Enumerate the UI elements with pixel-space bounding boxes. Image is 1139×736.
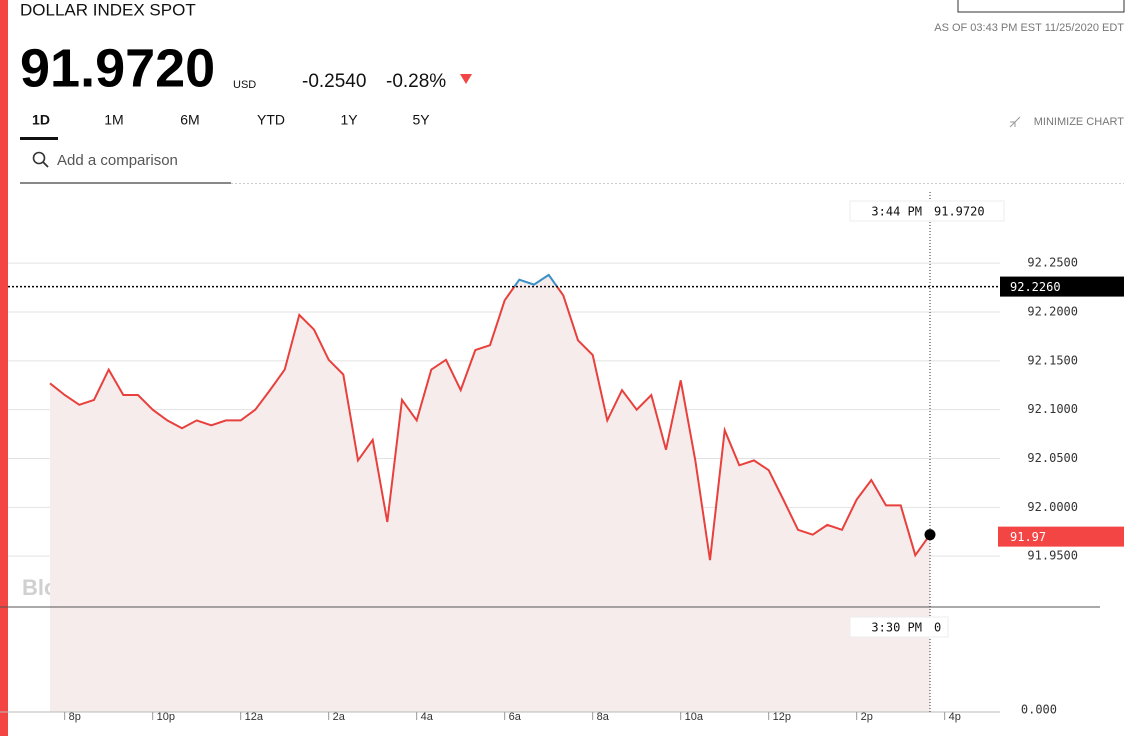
y-tick-label: 92.0500 [1027, 451, 1078, 465]
search-icon [32, 151, 46, 165]
down-arrow [460, 74, 472, 84]
crosshair-value: 91.9720 [934, 205, 985, 219]
x-tick-label: 4p [949, 711, 961, 723]
x-tick-label: 10a [685, 711, 704, 723]
last-value-box [998, 526, 1124, 547]
reference-box [1000, 276, 1124, 297]
price: 91.9720 [20, 38, 215, 98]
tab[interactable]: 1D [32, 112, 50, 128]
x-tick-label: 8a [597, 711, 610, 723]
x-tick-label: 2p [861, 711, 873, 723]
y-tick-label: 92.0000 [1027, 500, 1078, 514]
minimize-icon[interactable] [1009, 116, 1021, 128]
x-tick-label: 4a [421, 711, 434, 723]
last-value-label: 91.97 [1010, 530, 1046, 544]
top-box [957, 0, 1125, 13]
crosshair-bottom-box [849, 616, 949, 638]
x-tick-label: 12a [245, 711, 264, 723]
tab[interactable]: 5Y [412, 112, 430, 128]
title: DOLLAR INDEX SPOT [20, 0, 196, 19]
search-icon [42, 161, 49, 168]
last-point [924, 529, 936, 541]
crosshair-top-box [849, 200, 1005, 222]
y-floor-label: 0.000 [1021, 703, 1057, 717]
tab[interactable]: 1M [104, 112, 123, 128]
x-tick-label: 8p [69, 711, 81, 723]
y-tick-label: 92.1000 [1027, 402, 1078, 416]
as-of: AS OF 03:43 PM EST 11/25/2020 EDT [934, 22, 1124, 34]
crosshair-time: 3:44 PM [871, 205, 922, 219]
x-tick-label: 6a [509, 711, 522, 723]
x-tick-label: 2a [333, 711, 346, 723]
x-tick-label: 12p [773, 711, 791, 723]
accent-bar [0, 0, 8, 736]
line [49, 286, 931, 561]
search-input[interactable]: Add a comparison [57, 152, 178, 169]
area [50, 274, 930, 712]
tabs: 1D 1M 6M YTD 1Y 5Y [32, 112, 430, 128]
x-tick-label: 10p [157, 711, 175, 723]
change: -0.2540 [302, 71, 366, 92]
crosshair-value: 0 [934, 621, 941, 635]
tab-underline [20, 137, 58, 140]
reference-label: 92.2260 [1010, 280, 1061, 294]
chart: BloombergMarkets91.950092.000092.050092.… [0, 192, 1124, 723]
tab[interactable]: 1Y [340, 112, 358, 128]
tab[interactable]: 6M [180, 112, 199, 128]
minimize-chart[interactable]: MINIMIZE CHART [1034, 116, 1125, 128]
change-pct: -0.28% [386, 71, 446, 92]
crosshair-time: 3:30 PM [871, 621, 922, 635]
tab[interactable]: YTD [257, 112, 285, 128]
currency: USD [233, 79, 256, 91]
y-tick-label: 92.1500 [1027, 353, 1078, 367]
y-tick-label: 92.2500 [1027, 256, 1078, 270]
y-tick-label: 92.2000 [1027, 304, 1078, 318]
y-tick-label: 91.9500 [1027, 549, 1078, 563]
